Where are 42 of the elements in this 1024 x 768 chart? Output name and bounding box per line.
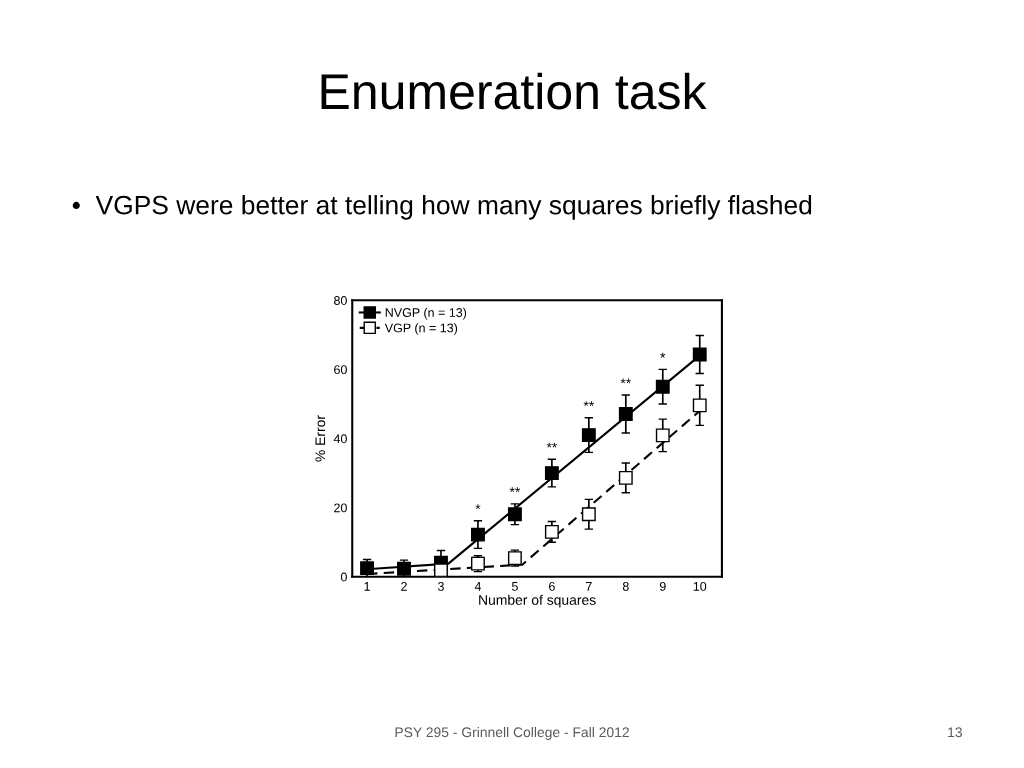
x-tick-label: 1	[364, 582, 370, 591]
x-tick-label: 10	[693, 581, 707, 591]
point	[544, 466, 559, 481]
chart-title: Enumeration task	[321, 72, 707, 110]
x-tick-label: 7	[586, 582, 592, 591]
y-tick-label: 60	[334, 365, 347, 375]
point	[655, 428, 670, 443]
y-tick-label: 80	[334, 296, 347, 305]
annotation: *	[660, 352, 666, 358]
annotation: **	[546, 442, 558, 448]
point	[507, 507, 522, 522]
annotation: **	[509, 487, 521, 493]
x-tick-label: 5	[511, 582, 518, 591]
point	[544, 524, 559, 539]
annotation: *	[475, 504, 481, 510]
point	[581, 507, 596, 522]
x-tick-label: 3	[437, 581, 444, 591]
x-axis-title: Number of squares	[479, 594, 596, 608]
y-tick-label: 20	[334, 503, 347, 513]
y-tick-label: 40	[333, 434, 347, 444]
annotation: **	[583, 401, 595, 407]
text: 13	[948, 727, 962, 738]
point	[618, 407, 633, 421]
x-tick-label: 9	[659, 581, 666, 591]
legend-label: NVGP (n = 13)	[385, 307, 467, 320]
point	[618, 470, 633, 485]
x-tick-label: 6	[549, 581, 555, 591]
x-tick-label: 8	[622, 581, 629, 591]
point	[434, 563, 448, 577]
point	[655, 379, 670, 394]
point	[692, 398, 707, 413]
x-tick-label: 2	[401, 581, 407, 591]
y-axis-title: % Error	[315, 415, 326, 462]
point	[581, 428, 596, 443]
y-tick-label: 0	[340, 572, 347, 582]
point	[470, 527, 485, 542]
legend-label: VGP (n = 13)	[384, 323, 458, 335]
point	[692, 347, 707, 362]
annotation: **	[620, 378, 631, 384]
x-tick-label: 4	[474, 582, 482, 591]
text: PSY 295 - Grinnell College - Fall 2012	[395, 726, 629, 740]
chart-subtitle: • VGPS were better at telling how many squares briefly flashed	[72, 195, 812, 220]
